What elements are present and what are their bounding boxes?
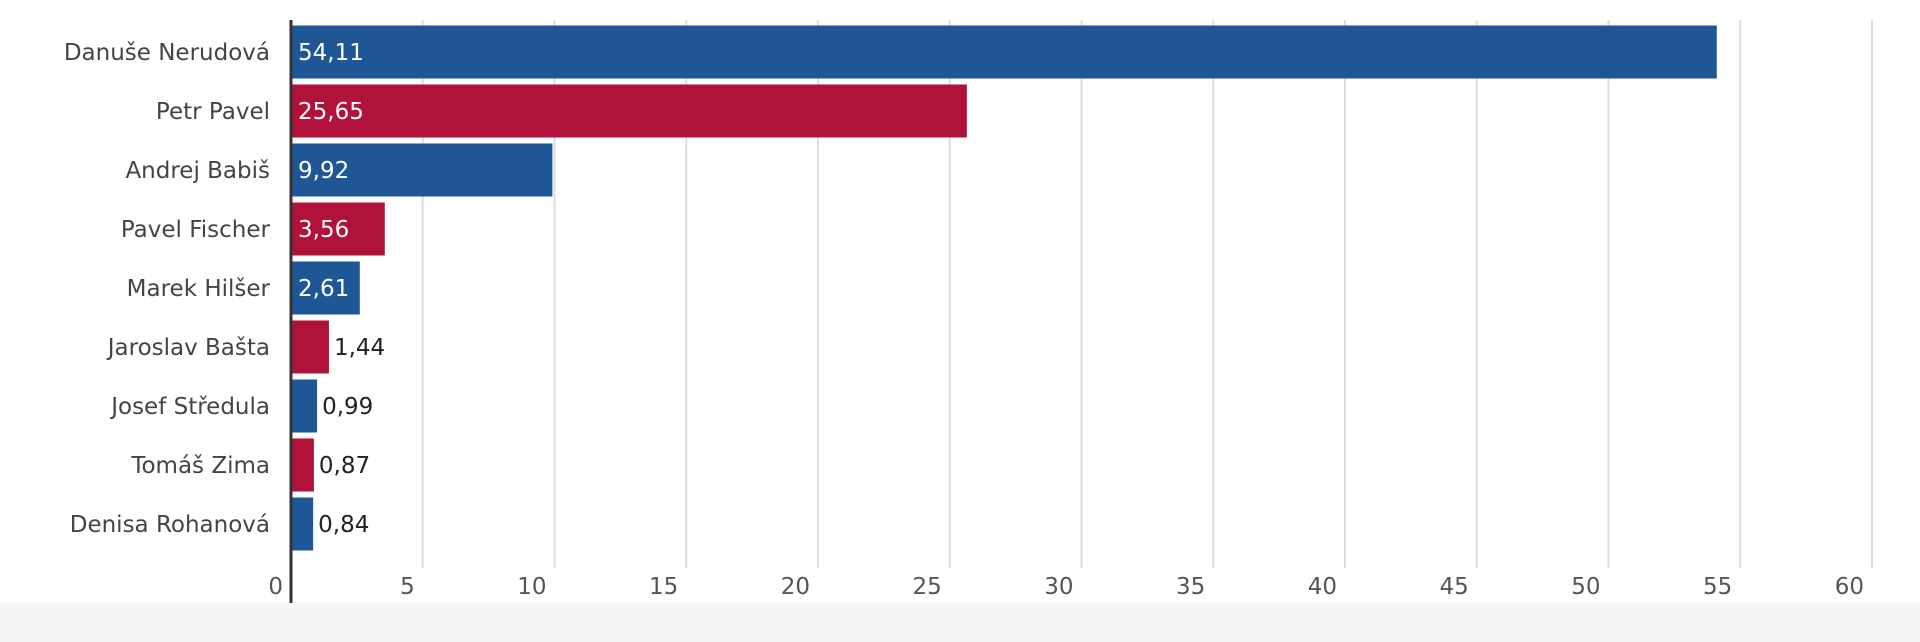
x-tick-label: 45 <box>1439 574 1468 600</box>
x-tick-label: 55 <box>1703 574 1732 600</box>
bar <box>291 261 360 315</box>
bar <box>291 202 385 256</box>
bar <box>291 143 553 197</box>
bar <box>291 379 318 433</box>
x-tick-label: 50 <box>1571 574 1600 600</box>
bar <box>291 84 967 138</box>
x-tick-label: 5 <box>400 574 415 600</box>
x-tick-label: 40 <box>1308 574 1337 600</box>
value-label: 0,87 <box>319 453 370 479</box>
category-label: Jaroslav Bašta <box>106 335 270 361</box>
bar <box>291 438 314 492</box>
category-label: Andrej Babiš <box>125 158 270 184</box>
bar <box>291 320 329 374</box>
x-tick-label: 0 <box>268 574 283 600</box>
bar <box>291 497 314 551</box>
category-label: Tomáš Zima <box>130 453 270 479</box>
value-label: 25,65 <box>298 99 364 125</box>
category-label: Danuše Nerudová <box>64 40 270 66</box>
category-label: Pavel Fischer <box>121 217 271 243</box>
category-label: Petr Pavel <box>156 99 270 125</box>
x-tick-label: 35 <box>1176 574 1205 600</box>
x-tick-label: 20 <box>781 574 810 600</box>
bar <box>291 25 1717 79</box>
value-label: 0,99 <box>322 394 373 420</box>
category-label: Denisa Rohanová <box>70 512 270 538</box>
value-label: 54,11 <box>298 40 364 66</box>
x-tick-label: 30 <box>1044 574 1073 600</box>
x-tick-label: 25 <box>912 574 941 600</box>
category-label: Josef Středula <box>109 394 270 420</box>
footer-band <box>0 603 1920 642</box>
value-label: 0,84 <box>318 512 369 538</box>
x-tick-label: 15 <box>649 574 678 600</box>
value-label: 2,61 <box>298 276 349 302</box>
value-label: 1,44 <box>334 335 385 361</box>
value-label: 9,92 <box>298 158 349 184</box>
x-tick-label: 60 <box>1835 574 1864 600</box>
x-tick-label: 10 <box>517 574 546 600</box>
value-label: 3,56 <box>298 217 349 243</box>
category-label: Marek Hilšer <box>127 276 271 302</box>
